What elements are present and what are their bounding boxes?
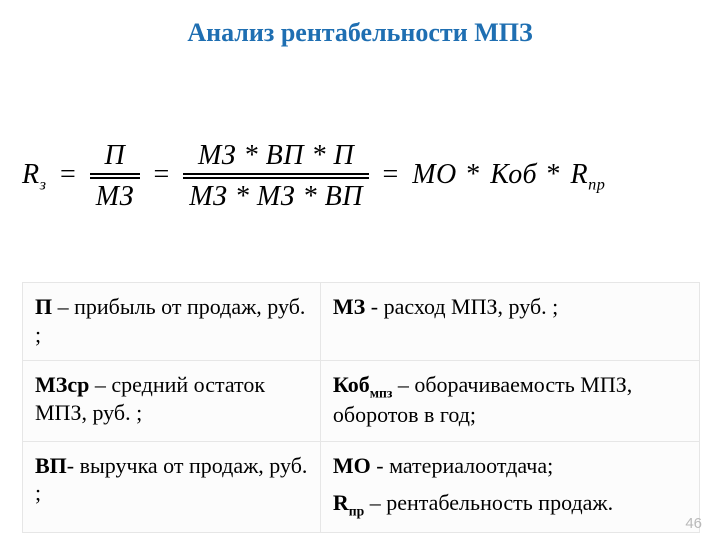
cell-MZsr: МЗср – средний остаток МПЗ, руб. ; — [23, 361, 321, 442]
cell-P: П – прибыль от продаж, руб. ; — [23, 283, 321, 361]
cell-Kob: Кобмпз – оборачиваемость МПЗ, оборотов в… — [320, 361, 699, 442]
table-row: П – прибыль от продаж, руб. ; МЗ - расхо… — [23, 283, 700, 361]
formula: Rз = П МЗ = МЗ * ВП * П МЗ * МЗ * ВП = М… — [22, 140, 605, 213]
frac-2: МЗ * ВП * П МЗ * МЗ * ВП — [183, 140, 369, 213]
var-Rpr: Rпр — [571, 159, 606, 190]
table-row: ВП- выручка от продаж, руб. ; МО - матер… — [23, 441, 700, 532]
table-row: МЗср – средний остаток МПЗ, руб. ; Кобмп… — [23, 361, 700, 442]
eq-3: = — [376, 159, 404, 190]
eq-1: = — [54, 159, 82, 190]
slide-title: Анализ рентабельности МПЗ — [0, 18, 720, 48]
ast-1: * — [464, 159, 483, 190]
ast-2: * — [545, 159, 564, 190]
page-number: 46 — [685, 515, 702, 532]
var-Rz: Rз — [22, 159, 46, 190]
var-MO: МО — [412, 159, 457, 190]
cell-MO-Rpr: МО - материалоотдача; Rпр – рентабельнос… — [320, 441, 699, 532]
definitions-table: П – прибыль от продаж, руб. ; МЗ - расхо… — [22, 282, 700, 533]
frac-1: П МЗ — [90, 140, 140, 213]
var-Kob: Коб — [490, 159, 537, 190]
cell-MZ: МЗ - расход МПЗ, руб. ; — [320, 283, 699, 361]
eq-2: = — [147, 159, 175, 190]
cell-VP: ВП- выручка от продаж, руб. ; — [23, 441, 321, 532]
